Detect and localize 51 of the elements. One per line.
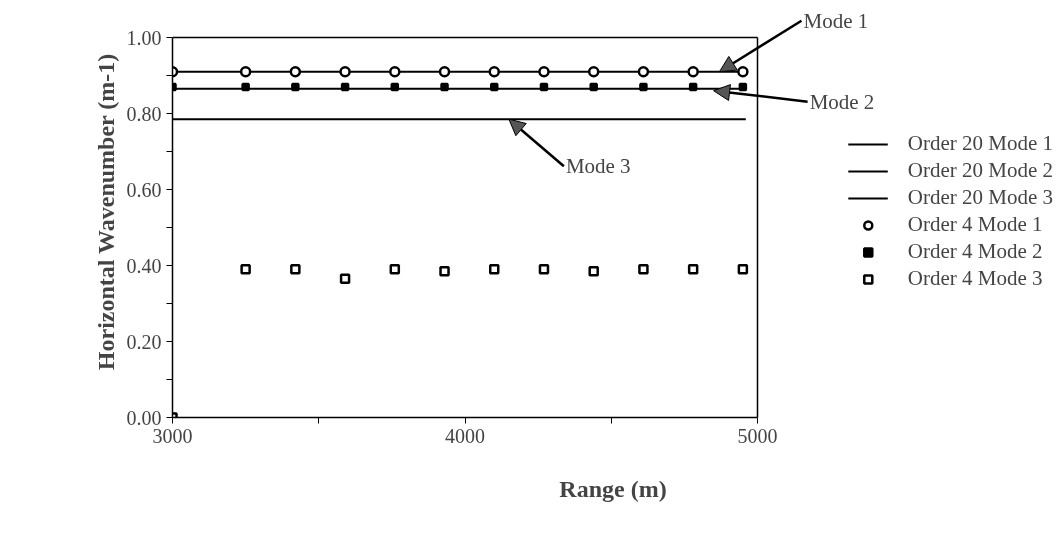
point xyxy=(638,264,649,275)
point xyxy=(438,65,451,78)
point xyxy=(587,65,600,78)
y-tick-label: 0.40 xyxy=(126,254,162,277)
point xyxy=(289,65,302,78)
point xyxy=(390,82,400,92)
point xyxy=(538,264,550,275)
point xyxy=(738,82,748,92)
point xyxy=(539,82,549,92)
legend-label: Order 20 Mode 2 xyxy=(907,158,1053,183)
point xyxy=(737,65,749,78)
point xyxy=(688,82,698,92)
point xyxy=(291,82,300,92)
point xyxy=(687,264,699,275)
point xyxy=(687,65,699,78)
y-tick-label: 0.80 xyxy=(126,102,162,125)
point xyxy=(239,65,252,78)
legend-label: Order 20 Mode 3 xyxy=(907,185,1053,210)
x-tick-label: 5000 xyxy=(737,424,778,447)
annotation: Mode 3 xyxy=(565,154,631,179)
point xyxy=(639,82,648,92)
point xyxy=(389,264,401,275)
point xyxy=(589,82,598,92)
y-axis-title: Horizontal Wavenumber (m-1) xyxy=(92,53,119,371)
point xyxy=(241,82,250,92)
point xyxy=(440,82,449,92)
point xyxy=(490,82,499,92)
point xyxy=(240,264,251,275)
y-tick-label: 0.20 xyxy=(126,330,162,353)
annotation: Mode 1 xyxy=(803,8,869,33)
point xyxy=(489,264,500,275)
point xyxy=(538,65,550,78)
legend-label: Order 4 Mode 1 xyxy=(907,212,1043,237)
point xyxy=(488,65,500,78)
point xyxy=(389,65,401,78)
x-tick-label: 4000 xyxy=(445,424,485,447)
legend-label: Order 4 Mode 2 xyxy=(907,239,1043,264)
point xyxy=(637,65,650,78)
point xyxy=(588,265,599,277)
point xyxy=(339,273,351,285)
legend-label: Order 20 Mode 1 xyxy=(907,131,1053,156)
point xyxy=(439,265,450,277)
y-tick-label: 1.00 xyxy=(126,26,162,49)
point xyxy=(340,82,350,92)
y-tick-label: 0.60 xyxy=(126,178,162,201)
x-axis-title: Range (m) xyxy=(559,475,667,502)
point xyxy=(290,264,301,275)
point xyxy=(339,65,351,78)
legend-label: Order 4 Mode 3 xyxy=(907,266,1043,291)
annotation: Mode 2 xyxy=(809,89,875,114)
point xyxy=(737,264,749,275)
